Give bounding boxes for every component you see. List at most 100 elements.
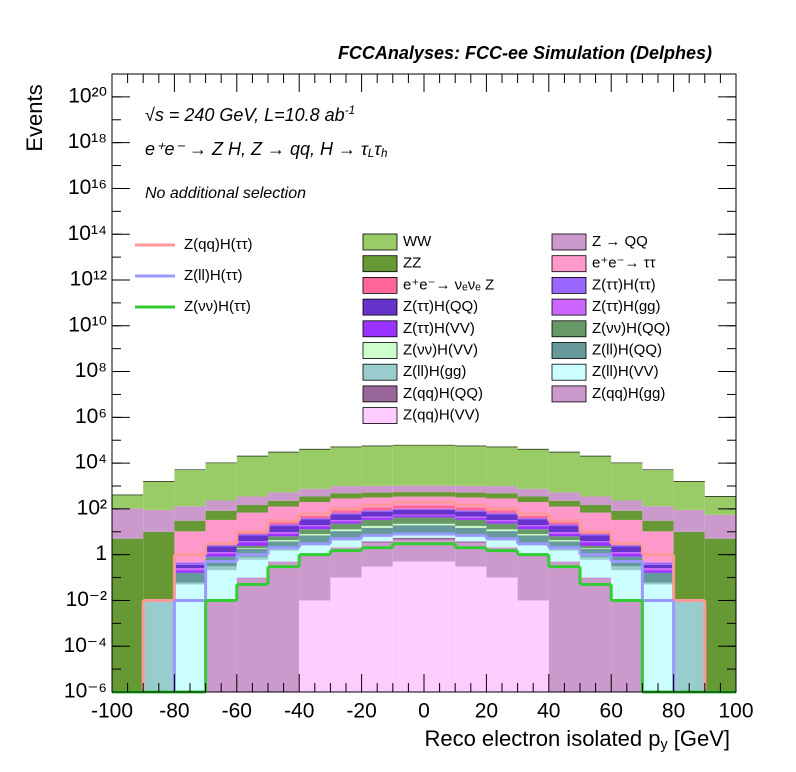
histogram-segment (424, 492, 456, 497)
histogram-segment (268, 500, 300, 507)
histogram-segment (392, 515, 424, 518)
histogram-segment (486, 520, 518, 522)
histogram-segment (517, 518, 549, 520)
histogram-segment (330, 514, 362, 521)
histogram-segment (517, 519, 549, 526)
histogram-segment (236, 512, 268, 533)
histogram-segment (548, 506, 580, 523)
histogram-segment (143, 509, 175, 532)
histogram-segment (517, 526, 549, 530)
histogram-segment (424, 523, 456, 526)
y-axis-label: Events (22, 84, 47, 151)
y-tick-label: 10¹² (70, 268, 107, 291)
histogram-segment (704, 514, 736, 539)
histogram-segment (486, 523, 518, 530)
histogram-segment (361, 525, 393, 528)
histogram-segment (392, 509, 424, 515)
histogram-segment (392, 533, 424, 538)
histogram-segment (392, 492, 424, 497)
histogram-segment (580, 496, 612, 505)
histogram-segment (424, 515, 456, 518)
histogram-segment (486, 521, 518, 524)
histogram-segment (361, 492, 393, 498)
legend-label: Z(νν)H(VV) (403, 341, 478, 358)
histogram-segment (580, 545, 612, 549)
legend-label: Z(ll)H(gg) (403, 363, 466, 380)
histogram-segment (268, 541, 300, 549)
text-part: L (368, 147, 375, 160)
histogram-segment (424, 485, 456, 493)
x-tick-label: -60 (222, 700, 252, 723)
histogram-segment (268, 531, 300, 534)
legend-label: Z → QQ (592, 233, 648, 250)
histogram-segment (143, 600, 175, 692)
histogram-segment (392, 508, 424, 510)
text-part: h (381, 147, 388, 160)
histogram-segment (486, 531, 518, 540)
histogram-segment (392, 505, 424, 509)
histogram-segment (580, 534, 612, 536)
histogram-segment (517, 449, 549, 489)
histogram-segment (236, 545, 268, 549)
histogram-segment (642, 572, 674, 583)
histogram-segment (330, 547, 362, 578)
histogram-segment (268, 524, 300, 527)
histogram-segment (299, 554, 331, 601)
histogram-segment (330, 531, 362, 540)
legend-label: Z(ττ)H(ττ) (592, 276, 656, 293)
histogram-segment (268, 506, 300, 523)
histogram-segment (174, 469, 206, 507)
histogram-segment (299, 533, 331, 536)
histogram-segment (642, 506, 674, 521)
histogram-segment (392, 485, 424, 493)
histogram-segment (642, 584, 674, 692)
legend-swatch (362, 255, 398, 273)
y-tick-label: 10²⁰ (68, 84, 107, 107)
histogram-segment (236, 456, 268, 497)
legend-label: WW (403, 233, 432, 250)
histogram-segment (205, 462, 237, 501)
histogram-segment (361, 566, 393, 692)
histogram-segment (268, 536, 300, 541)
text-part: [GeV] (668, 726, 730, 751)
histogram-segment (611, 519, 643, 545)
y-tick-label: 10¹⁶ (68, 176, 107, 199)
histogram-segment (548, 550, 580, 562)
y-tick-label: 10⁶ (75, 405, 107, 428)
legend-swatch (551, 385, 587, 403)
histogram-segment (642, 568, 674, 571)
histogram-segment (486, 513, 518, 515)
y-tick-label: 10¹⁴ (68, 222, 107, 245)
histogram-segment (424, 505, 456, 509)
histogram-segment (486, 529, 518, 532)
text-part: No additional selection (145, 185, 306, 202)
histogram-segment (486, 514, 518, 521)
y-tick-label: 10⁸ (75, 359, 107, 382)
y-tick-label: 1 (95, 542, 107, 565)
y-tick-label: 10⁻² (66, 588, 107, 611)
histogram-segment (205, 546, 237, 552)
histogram-segment (611, 570, 643, 601)
histogram-segment (299, 496, 331, 503)
legend-label: Z(qq)H(ττ) (184, 236, 253, 253)
histogram-segment (236, 548, 268, 557)
histogram-segment (517, 533, 549, 536)
histogram-segment (330, 498, 362, 511)
histogram-segment (236, 556, 268, 560)
histogram-segment (268, 561, 300, 692)
histogram-segment (517, 600, 549, 692)
histogram-segment (580, 532, 612, 535)
x-tick-label: 40 (537, 700, 560, 723)
histogram-segment (455, 485, 487, 493)
histogram-segment (611, 546, 643, 552)
histogram-segment (486, 498, 518, 511)
histogram-segment (642, 582, 674, 585)
histogram-segment (548, 540, 580, 542)
x-tick-label: 100 (718, 700, 753, 723)
histogram-segment (642, 570, 674, 573)
histogram-segment (673, 509, 705, 532)
histogram-segment (611, 510, 643, 520)
legend-label: Z(νν)H(ττ) (184, 298, 251, 315)
histogram-segment (548, 526, 580, 532)
x-tick-label: -100 (91, 700, 133, 723)
